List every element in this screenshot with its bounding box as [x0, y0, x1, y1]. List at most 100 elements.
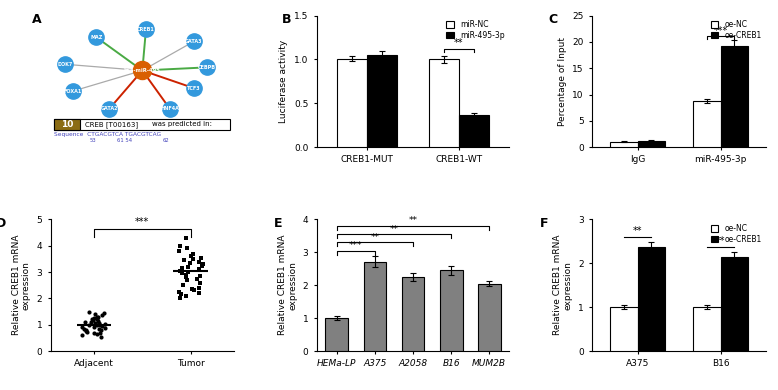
Point — [86, 316, 99, 323]
Point — [192, 266, 205, 273]
Point — [88, 324, 100, 330]
Bar — [459, 115, 489, 147]
Bar — [363, 262, 387, 351]
Point — [193, 290, 205, 296]
Y-axis label: Relative CREB1 mRNA
expression: Relative CREB1 mRNA expression — [278, 235, 297, 335]
Bar — [401, 277, 425, 351]
Point — [173, 248, 185, 254]
Text: Sequence  CTGACGTCA TGACGTCAG: Sequence CTGACGTCA TGACGTCAG — [54, 132, 161, 137]
Text: DOK7: DOK7 — [58, 62, 73, 67]
Point — [79, 327, 92, 333]
Point — [193, 259, 205, 265]
Text: 10: 10 — [61, 120, 73, 129]
Point — [177, 282, 189, 288]
Point — [80, 328, 93, 334]
Point — [187, 250, 199, 257]
Point — [98, 310, 110, 316]
Bar — [610, 307, 638, 351]
Legend: oe-NC, oe-CREB1: oe-NC, oe-CREB1 — [710, 223, 762, 245]
Text: **: ** — [716, 236, 725, 246]
Point — [78, 326, 90, 333]
Text: ***: *** — [135, 217, 149, 227]
Text: GATA3: GATA3 — [185, 39, 202, 44]
Point — [181, 264, 194, 270]
Point — [174, 268, 187, 274]
Point — [91, 316, 103, 322]
Point — [197, 261, 209, 267]
Point — [180, 292, 192, 299]
Text: **: ** — [408, 216, 418, 225]
Point — [194, 280, 206, 286]
Point — [187, 287, 200, 294]
Text: FOXA1: FOXA1 — [64, 89, 82, 94]
Point — [187, 256, 199, 262]
Text: C: C — [548, 13, 558, 26]
Point — [180, 277, 193, 283]
Point — [92, 314, 104, 321]
Point — [173, 289, 185, 295]
Point — [79, 319, 91, 325]
Y-axis label: Luciferase activity: Luciferase activity — [279, 40, 289, 123]
Point — [179, 274, 191, 280]
Text: TCF3: TCF3 — [187, 85, 201, 90]
Bar — [638, 246, 665, 351]
Point — [91, 323, 103, 329]
Legend: miR-NC, miR-495-3p: miR-NC, miR-495-3p — [446, 20, 506, 41]
Point — [173, 243, 186, 249]
Point — [75, 332, 88, 339]
Text: MAZ: MAZ — [90, 35, 103, 40]
Point — [176, 270, 188, 277]
Point — [88, 315, 100, 321]
Point — [93, 320, 106, 326]
Point — [192, 285, 205, 291]
Y-axis label: Relative CREB1 mRNA
expression: Relative CREB1 mRNA expression — [553, 235, 573, 335]
Text: GATA2: GATA2 — [100, 106, 118, 111]
Text: D: D — [0, 217, 5, 230]
FancyBboxPatch shape — [54, 119, 230, 130]
Text: ***: *** — [713, 26, 727, 35]
Point — [194, 255, 207, 261]
Bar — [693, 307, 720, 351]
Point — [86, 317, 99, 323]
Bar — [429, 59, 459, 147]
Point — [94, 327, 107, 333]
Point — [98, 321, 110, 327]
Point — [180, 271, 192, 278]
Text: **: ** — [633, 226, 643, 236]
Bar — [610, 142, 638, 147]
FancyBboxPatch shape — [54, 119, 80, 130]
Text: ***: *** — [349, 241, 363, 250]
Point — [96, 312, 108, 319]
Text: E: E — [275, 217, 282, 230]
Bar — [693, 101, 720, 147]
Text: HNF4A: HNF4A — [160, 106, 179, 111]
Text: **: ** — [370, 233, 380, 242]
Text: CREB [T00163]: CREB [T00163] — [86, 121, 138, 128]
Text: F: F — [540, 217, 548, 230]
Bar — [367, 55, 398, 147]
Text: B: B — [282, 13, 292, 26]
Point — [176, 265, 188, 271]
Y-axis label: Relative CREB1 mRNA
expression: Relative CREB1 mRNA expression — [12, 235, 31, 335]
Text: **: ** — [454, 38, 464, 48]
Text: A: A — [32, 13, 42, 26]
Point — [83, 308, 96, 315]
Point — [185, 253, 198, 259]
Point — [180, 245, 193, 252]
Text: hsa-miR-495: hsa-miR-495 — [124, 68, 161, 73]
Point — [88, 330, 100, 336]
Y-axis label: Percentage of Input: Percentage of Input — [558, 37, 566, 126]
Point — [174, 295, 187, 301]
Point — [191, 276, 203, 282]
Point — [90, 314, 103, 320]
Bar — [337, 58, 367, 147]
Point — [92, 317, 104, 324]
Point — [75, 324, 88, 330]
Bar — [478, 284, 500, 351]
Point — [89, 320, 101, 326]
Point — [94, 330, 107, 336]
Text: 61 54: 61 54 — [117, 138, 132, 144]
Point — [186, 286, 198, 292]
Point — [182, 269, 194, 275]
Point — [100, 325, 112, 331]
